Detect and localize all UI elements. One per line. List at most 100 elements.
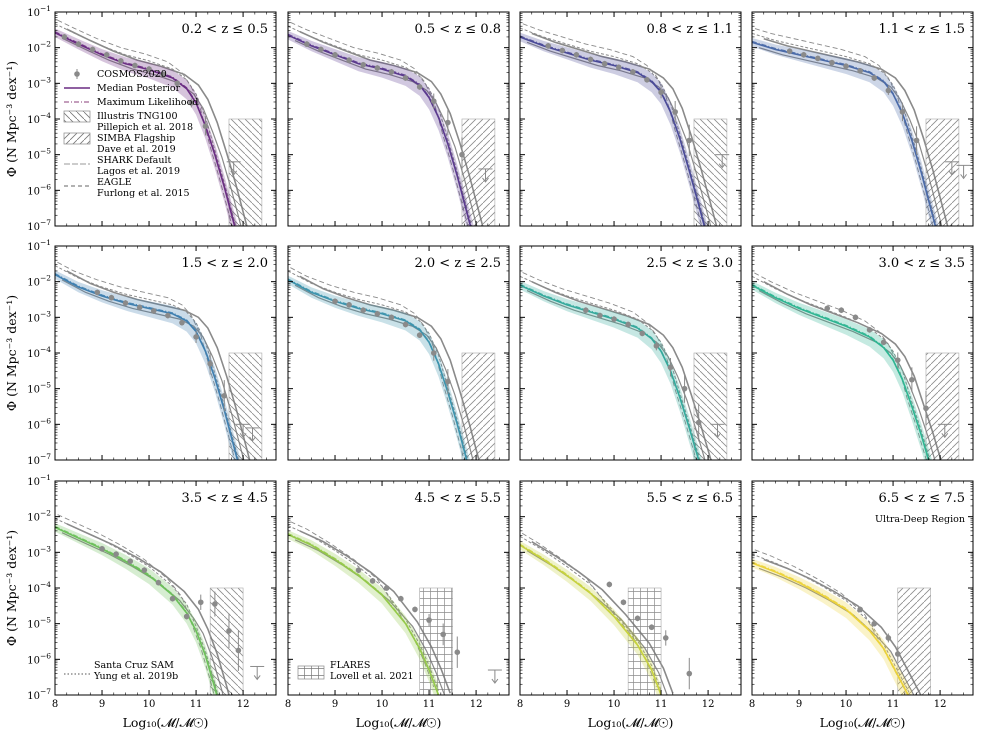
y-tick-label: 10−1 [27,238,51,253]
panel-8: 3.0 < z ≤ 3.5 [751,245,974,461]
cosmos-point [899,109,906,115]
redshift-label: 5.5 < z ≤ 6.5 [646,491,733,506]
cosmos-point [122,300,129,306]
cosmos-point [202,123,209,129]
cosmos-point [786,48,793,55]
posterior-band [55,28,238,226]
cosmos-point [615,64,622,71]
cosmos-point [440,631,446,638]
cosmos-point [857,606,863,613]
cosmos-point [360,61,367,68]
legend-swatch [63,110,91,123]
cosmos-point [155,579,162,586]
panel-11: 8 9 10 11 12 5.5 < z ≤ 6.5 [517,480,742,710]
cosmos-point [587,56,594,63]
sim-curve [520,22,703,226]
median-posterior-line [752,41,937,226]
legend-label: Lagos et al. 2019 [97,166,180,177]
panel-1: 10−7 10−6 10−5 10−4 10−3 10−2 10−1 0.2 < z ≤ 0.… [27,4,277,233]
upper-limit-arrow [948,170,956,176]
cosmos-point [695,419,702,426]
y-tick-label: 10−6 [27,416,51,431]
sim-curve [61,532,224,695]
sim-curve [55,260,236,460]
sim-curve [288,265,465,460]
redshift-label: 4.5 < z ≤ 5.5 [414,491,501,506]
legend-swatch [63,132,91,145]
panel-10: 8 9 10 11 12 4.5 < z ≤ 5.5 [285,480,510,710]
x-tick-label: 10 [608,699,621,710]
sim-curve [299,275,480,460]
posterior-band [55,270,241,460]
x-tick-label: 10 [840,699,853,710]
ultra-deep-note: Ultra-Deep Region [875,514,965,525]
cosmos-point [430,98,437,104]
sim-curve [55,18,233,226]
y-tick-label: 10−3 [27,309,51,324]
cosmos-point [360,307,367,314]
sim-hatch-region [228,118,263,226]
cosmos-point [426,617,432,623]
y-tick-label: 10−6 [27,182,51,197]
upper-limit-arrow [941,433,949,439]
cosmos-point [103,52,110,58]
x-tick-label: 12 [702,699,715,710]
legend-label: Maximum Likelihood [97,97,198,108]
max-likelihood-line [752,40,937,226]
cosmos-point [89,46,96,53]
cosmos-point [388,314,395,321]
cosmos-point [454,649,461,655]
cosmos-point [611,316,617,322]
cosmos-point [165,312,171,319]
legend-label: SHARK Default [97,155,171,166]
y-tick-label: 10−6 [27,651,51,666]
cosmos-point [174,80,181,87]
redshift-label: 0.8 < z ≤ 1.1 [646,22,733,37]
cosmos-point [894,357,901,363]
upper-limit-arrow [491,678,499,684]
upper-limit-arrow [714,433,721,439]
sim-curve [763,280,942,460]
cosmos-point [909,376,915,383]
legend-label: Dave et al. 2019 [97,144,176,155]
cosmos-point [108,294,115,301]
cosmos-point [113,551,119,557]
cosmos-point [573,52,580,58]
x-tick-label: 11 [887,699,900,710]
cosmos-point [459,151,465,158]
max-likelihood-line [55,273,239,460]
y-axis-label: Φ (N Mpc⁻³ dex⁻¹) [4,530,19,646]
cosmos-point [662,635,669,641]
cosmos-point [648,624,655,631]
cosmos-point [75,41,82,47]
x-axis-label: Log₁₀(𝓜/𝓜☉) [123,715,209,730]
cosmos-point [332,52,338,58]
upper-limit-arrow [718,163,726,169]
x-axis-label: Log₁₀(𝓜/𝓜☉) [356,715,442,730]
y-tick-label: 10−1 [27,473,51,488]
posterior-band [520,280,702,460]
y-tick-label: 10−3 [27,544,51,559]
cosmos-point [118,58,124,64]
y-tick-label: 10−7 [27,218,51,233]
cosmos-point [824,305,831,312]
cosmos-point [667,364,674,371]
sim-curve [520,270,697,460]
cosmos-point [402,75,409,81]
y-axis-label: Φ (N Mpc⁻³ dex⁻¹) [4,61,19,177]
y-tick-label: 10−4 [27,345,51,360]
cosmos-point [923,405,929,412]
cosmos-point [94,289,101,296]
cosmos-point [871,620,878,627]
cosmos-point [221,393,228,399]
sim-hatch-region [461,352,496,460]
y-tick-label: 10−1 [27,4,51,19]
legend-label: EAGLE [97,177,132,188]
sim-hatch-region [419,587,453,695]
cosmos-point [658,89,664,96]
cosmos-point [885,87,892,94]
x-tick-label: 11 [423,699,436,710]
redshift-label: 3.0 < z ≤ 3.5 [878,256,965,271]
